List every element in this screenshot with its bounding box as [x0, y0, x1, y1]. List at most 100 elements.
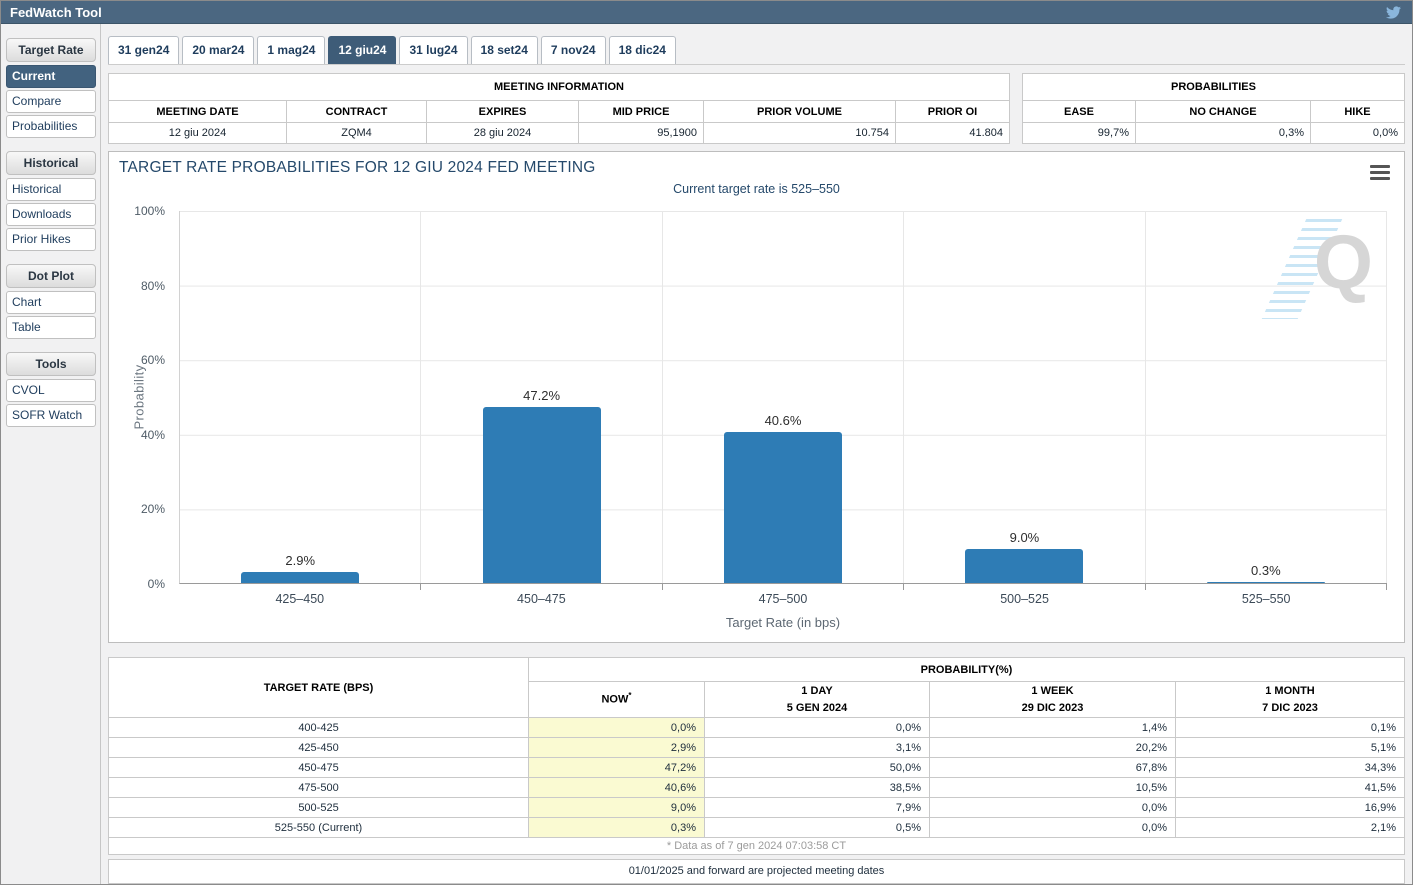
bar-value-label: 47.2%	[523, 388, 561, 403]
sidebar-item-downloads[interactable]: Downloads	[6, 203, 96, 226]
bar-slot-450-475: 47.2%	[421, 211, 664, 590]
twitter-icon[interactable]	[1385, 5, 1402, 20]
chart-title: TARGET RATE PROBABILITIES FOR 12 GIU 202…	[119, 159, 596, 176]
bar-slot-475-500: 40.6%	[663, 211, 905, 590]
day-cell: 50,0%	[704, 757, 930, 778]
col-mid-price: MID PRICE	[578, 100, 704, 123]
tab-31gen24[interactable]: 31 gen24	[108, 36, 180, 64]
probability-group-header: PROBABILITY(%)	[528, 657, 1405, 682]
tab-12giu24[interactable]: 12 giu24	[328, 36, 397, 64]
ease-value: 99,7%	[1022, 122, 1136, 144]
mid-price-value: 95,1900	[578, 122, 704, 144]
bar-slot-425-450: 2.9%	[180, 211, 422, 590]
sidebar-item-cvol[interactable]: CVOL	[6, 379, 96, 402]
now-cell: 9,0%	[528, 797, 705, 818]
projected-dates-note: 01/01/2025 and forward are projected mee…	[108, 859, 1405, 884]
sidebar-item-sofr-watch[interactable]: SOFR Watch	[6, 404, 96, 427]
col-prior-oi: PRIOR OI	[895, 100, 1010, 123]
y-tick-60: 60%	[140, 353, 165, 368]
y-tick-80: 80%	[140, 278, 165, 293]
prior-oi-value: 41.804	[895, 122, 1010, 144]
week-cell: 0,0%	[929, 817, 1176, 838]
probabilities-title: PROBABILITIES	[1022, 73, 1405, 101]
data-as-of-note: * Data as of 7 gen 2024 07:03:58 CT	[108, 837, 1405, 855]
bar-value-label: 40.6%	[764, 413, 802, 428]
month-cell: 2,1%	[1175, 817, 1405, 838]
meeting-info-title: MEETING INFORMATION	[108, 73, 1010, 101]
tab-20mar24[interactable]: 20 mar24	[182, 36, 255, 64]
probability-bar[interactable]	[241, 572, 360, 583]
tab-1mag24[interactable]: 1 mag24	[257, 36, 326, 64]
table-row: 525-550 (Current) 0,3% 0,5% 0,0% 2,1%	[108, 817, 1405, 838]
chart-subtitle: Current target rate is 525–550	[673, 182, 840, 196]
meeting-date-value: 12 giu 2024	[108, 122, 287, 144]
x-label-525-550: 525–550	[1241, 592, 1291, 606]
y-tick-40: 40%	[140, 427, 165, 442]
app-title: FedWatch Tool	[10, 4, 102, 20]
now-cell: 2,9%	[528, 737, 705, 758]
table-row: 450-475 47,2% 50,0% 67,8% 34,3%	[108, 757, 1405, 778]
sidebar-item-table[interactable]: Table	[6, 316, 96, 339]
probability-bar[interactable]	[965, 549, 1084, 583]
sidebar-item-compare[interactable]: Compare	[6, 90, 96, 113]
sidebar-item-chart[interactable]: Chart	[6, 291, 96, 314]
expires-value: 28 giu 2024	[426, 122, 579, 144]
sidebar-group-historical: Historical Historical Downloads Prior Hi…	[6, 151, 96, 251]
col-header-1day: 1 DAY 5 GEN 2024	[704, 681, 930, 718]
now-cell: 0,3%	[528, 817, 705, 838]
month-cell: 0,1%	[1175, 717, 1405, 738]
x-label-450-475: 450–475	[517, 592, 566, 606]
chart-menu-icon[interactable]	[1370, 165, 1390, 180]
sidebar-header-historical: Historical	[6, 151, 96, 175]
sidebar-item-probabilities[interactable]: Probabilities	[6, 115, 96, 138]
sidebar: Target Rate Current Compare Probabilitie…	[1, 24, 101, 884]
y-tick-100: 100%	[134, 204, 165, 218]
x-label-425-450: 425–450	[275, 592, 325, 606]
tab-18set24[interactable]: 18 set24	[470, 36, 538, 64]
tab-7nov24[interactable]: 7 nov24	[540, 36, 606, 64]
rate-cell: 525-550 (Current)	[108, 817, 529, 838]
week-cell: 0,0%	[929, 797, 1176, 818]
bar-slot-500-525: 9.0%	[904, 211, 1147, 590]
week-cell: 10,5%	[929, 777, 1176, 798]
sidebar-group-tools: Tools CVOL SOFR Watch	[6, 352, 96, 427]
sidebar-group-target-rate: Target Rate Current Compare Probabilitie…	[6, 38, 96, 138]
day-cell: 7,9%	[704, 797, 930, 818]
sidebar-item-prior-hikes[interactable]: Prior Hikes	[6, 228, 96, 251]
tab-31lug24[interactable]: 31 lug24	[399, 36, 468, 64]
col-header-now: NOW*	[528, 681, 705, 718]
rate-column-header: TARGET RATE (BPS)	[108, 657, 529, 718]
meeting-date-tabs: 31 gen24 20 mar24 1 mag24 12 giu24 31 lu…	[108, 36, 1405, 65]
main-content: 31 gen24 20 mar24 1 mag24 12 giu24 31 lu…	[101, 24, 1412, 884]
title-bar: FedWatch Tool	[1, 1, 1412, 24]
day-cell: 38,5%	[704, 777, 930, 798]
tab-18dic24[interactable]: 18 dic24	[608, 36, 676, 64]
hike-value: 0,0%	[1310, 122, 1405, 144]
month-cell: 34,3%	[1175, 757, 1405, 778]
no-change-value: 0,3%	[1135, 122, 1311, 144]
now-cell: 0,0%	[528, 717, 705, 738]
probability-bar[interactable]	[482, 407, 601, 583]
sidebar-item-current[interactable]: Current	[6, 65, 96, 88]
rate-cell: 475-500	[108, 777, 529, 798]
day-cell: 0,0%	[704, 717, 930, 738]
plot-area: 2.9% 47.2% 40.6% 9.0%	[179, 211, 1388, 590]
table-row: 400-425 0,0% 0,0% 1,4% 0,1%	[108, 717, 1405, 738]
probability-bar[interactable]	[1206, 582, 1325, 583]
probability-bar[interactable]	[724, 432, 843, 583]
contract-value: ZQM4	[286, 122, 427, 144]
meeting-information-table: MEETING INFORMATION MEETING DATE CONTRAC…	[108, 73, 1010, 144]
col-hike: HIKE	[1310, 100, 1405, 123]
y-axis-ticks: 0% 20% 40% 60% 80% 100%	[109, 204, 173, 591]
col-no-change: NO CHANGE	[1135, 100, 1311, 123]
col-header-1month: 1 MONTH 7 DIC 2023	[1175, 681, 1405, 718]
table-row: 425-450 2,9% 3,1% 20,2% 5,1%	[108, 737, 1405, 758]
month-cell: 16,9%	[1175, 797, 1405, 818]
rate-cell: 500-525	[108, 797, 529, 818]
bar-value-label: 0.3%	[1251, 563, 1281, 578]
month-cell: 41,5%	[1175, 777, 1405, 798]
sidebar-item-historical[interactable]: Historical	[6, 178, 96, 201]
week-cell: 1,4%	[929, 717, 1176, 738]
now-cell: 40,6%	[528, 777, 705, 798]
